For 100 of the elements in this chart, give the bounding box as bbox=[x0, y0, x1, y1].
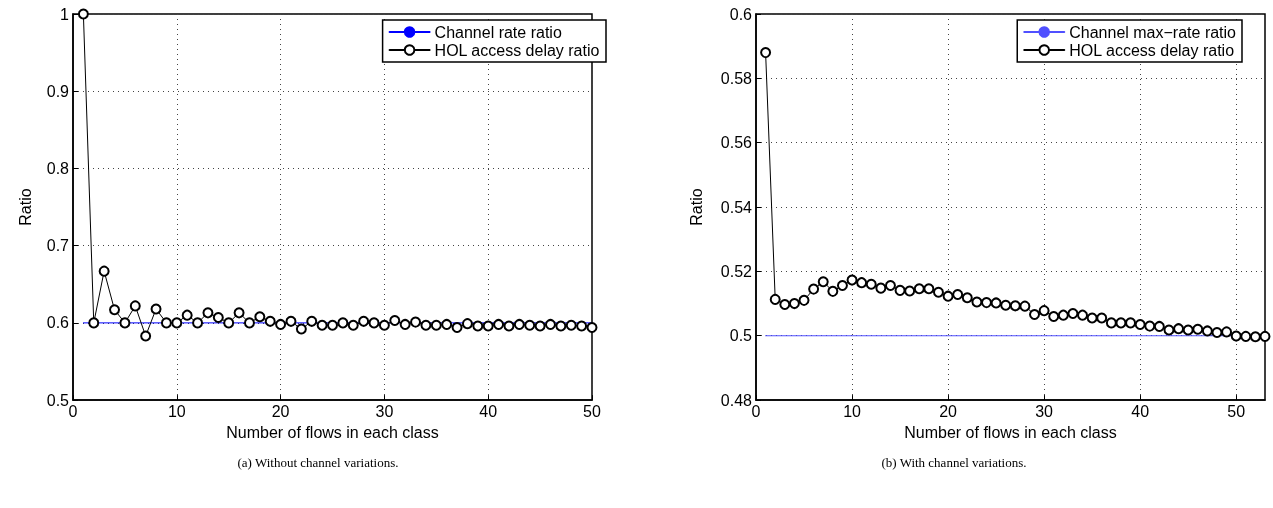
point bbox=[1144, 320, 1156, 332]
point bbox=[1240, 330, 1252, 342]
point bbox=[913, 283, 925, 295]
legend-label: HOL access delay ratio bbox=[1069, 41, 1235, 59]
point bbox=[285, 315, 297, 327]
point bbox=[150, 303, 162, 315]
point bbox=[389, 315, 401, 327]
point bbox=[875, 282, 887, 294]
y-tick-label: 0.9 bbox=[46, 82, 70, 100]
x-tick-label: 10 bbox=[843, 402, 862, 420]
point bbox=[482, 320, 494, 332]
point bbox=[1153, 320, 1165, 332]
legend-label: Channel rate ratio bbox=[434, 23, 562, 41]
point bbox=[140, 330, 152, 342]
point bbox=[275, 318, 287, 330]
point bbox=[1105, 317, 1117, 329]
point bbox=[358, 315, 370, 327]
legend-label: Channel max−rate ratio bbox=[1069, 23, 1237, 41]
point bbox=[1173, 323, 1185, 335]
point bbox=[1249, 331, 1261, 343]
point bbox=[856, 277, 868, 289]
x-tick-label: 0 bbox=[68, 402, 78, 420]
point bbox=[98, 265, 110, 277]
point bbox=[1038, 305, 1050, 317]
point bbox=[1077, 309, 1089, 321]
point bbox=[171, 317, 183, 329]
point bbox=[836, 280, 848, 292]
text: (a) Without channel variations. bbox=[236, 455, 400, 471]
y-tick-label: 0.7 bbox=[46, 237, 70, 255]
x-tick-label: 40 bbox=[1131, 402, 1150, 420]
point bbox=[884, 280, 896, 292]
point bbox=[212, 311, 224, 323]
point bbox=[808, 283, 820, 295]
point bbox=[952, 289, 964, 301]
x-tick-label: 20 bbox=[271, 402, 290, 420]
point bbox=[1096, 312, 1108, 324]
point bbox=[513, 318, 525, 330]
point bbox=[181, 309, 193, 321]
point bbox=[576, 320, 588, 332]
point bbox=[441, 318, 453, 330]
point bbox=[399, 318, 411, 330]
point bbox=[1201, 325, 1213, 337]
point bbox=[904, 285, 916, 297]
point bbox=[586, 322, 598, 334]
point bbox=[316, 319, 328, 331]
point bbox=[119, 317, 131, 329]
point bbox=[1259, 330, 1271, 342]
point bbox=[1086, 312, 1098, 324]
point bbox=[1067, 308, 1079, 320]
point bbox=[1230, 330, 1242, 342]
y-axis-title: Ratio bbox=[687, 188, 705, 226]
point bbox=[534, 320, 546, 332]
y-tick-label: 0.54 bbox=[720, 198, 753, 216]
point bbox=[243, 317, 255, 329]
point bbox=[493, 318, 505, 330]
point bbox=[160, 317, 172, 329]
point bbox=[846, 274, 858, 286]
point bbox=[254, 311, 266, 323]
legend-label: HOL access delay ratio bbox=[434, 41, 600, 59]
point bbox=[430, 319, 442, 331]
point bbox=[544, 318, 556, 330]
point bbox=[327, 319, 338, 331]
point bbox=[1163, 324, 1175, 336]
point bbox=[961, 292, 973, 304]
y-tick-label: 0.56 bbox=[720, 134, 753, 152]
point bbox=[894, 284, 906, 296]
point bbox=[472, 320, 484, 332]
point bbox=[1029, 309, 1041, 321]
point bbox=[202, 307, 214, 319]
point bbox=[817, 276, 829, 288]
y-tick-label: 0.6 bbox=[729, 5, 753, 23]
point bbox=[503, 320, 515, 332]
point bbox=[942, 290, 954, 302]
y-tick-label: 1 bbox=[60, 5, 70, 23]
point bbox=[524, 319, 536, 331]
y-tick-label: 0.6 bbox=[46, 314, 70, 332]
point bbox=[1000, 299, 1012, 311]
point bbox=[971, 296, 983, 308]
point bbox=[306, 315, 318, 327]
point bbox=[1057, 309, 1069, 321]
point bbox=[223, 317, 235, 329]
point bbox=[420, 319, 432, 331]
y-tick-label: 0.5 bbox=[46, 391, 70, 409]
point bbox=[233, 307, 245, 319]
point bbox=[264, 315, 276, 327]
point bbox=[109, 304, 121, 316]
point bbox=[1048, 310, 1060, 322]
x-axis-title: Number of flows in each class bbox=[904, 423, 1117, 441]
point bbox=[410, 316, 422, 328]
point bbox=[760, 47, 772, 59]
point bbox=[295, 323, 307, 335]
point bbox=[192, 317, 204, 329]
y-tick-label: 0.52 bbox=[720, 262, 753, 280]
point bbox=[923, 283, 935, 295]
text: (b) With channel variations. bbox=[880, 455, 1028, 471]
point bbox=[129, 300, 141, 312]
point bbox=[1009, 300, 1021, 312]
point bbox=[1134, 318, 1146, 330]
x-tick-label: 0 bbox=[751, 402, 761, 420]
x-tick-label: 10 bbox=[167, 402, 186, 420]
